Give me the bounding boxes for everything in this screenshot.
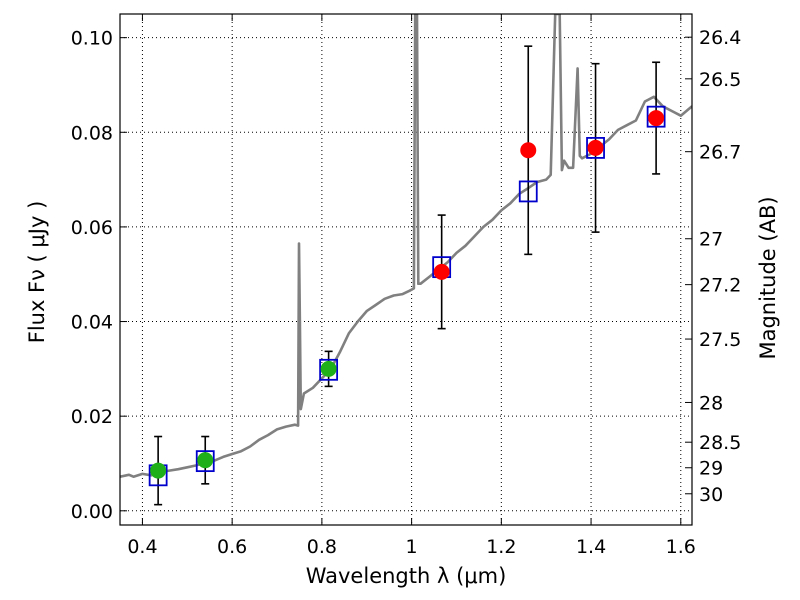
axis-ticks bbox=[120, 14, 692, 525]
y2-tick-label: 28 bbox=[699, 392, 723, 414]
model-point-square bbox=[646, 105, 666, 128]
x-tick-label: 0.6 bbox=[217, 536, 247, 558]
x-tick-label: 1 bbox=[406, 536, 418, 558]
observed-point-circle bbox=[520, 142, 537, 159]
y2-tick-label: 30 bbox=[699, 484, 723, 506]
model-spectrum-line bbox=[120, 14, 692, 479]
grid-lines bbox=[120, 14, 692, 525]
x-tick-label: 0.4 bbox=[127, 536, 157, 558]
y-tick-label: 0.04 bbox=[71, 312, 113, 334]
observed-point-circle bbox=[150, 462, 167, 479]
x-tick-label: 1.2 bbox=[486, 536, 516, 558]
y2-tick-label: 27.2 bbox=[699, 275, 741, 297]
plot-frame bbox=[119, 13, 693, 526]
observed-point-circle bbox=[433, 263, 450, 280]
model-point-square bbox=[586, 137, 605, 159]
x-axis-label: Wavelength λ (μm) bbox=[306, 564, 507, 588]
y-tick-label: 0.00 bbox=[71, 501, 113, 523]
y2-tick-label: 26.4 bbox=[699, 27, 741, 49]
model-point-square bbox=[195, 450, 215, 473]
tick-labels: 0.4 0.6 0.8 1 1.2 1.4 1.6 0.00 0.02 0.04 0.06 0.08 0… bbox=[71, 27, 742, 558]
model-point-square bbox=[518, 180, 538, 203]
observed-point-circle bbox=[648, 110, 665, 127]
y2-tick-label: 28.5 bbox=[699, 432, 741, 454]
data-markers bbox=[148, 105, 666, 487]
model-point-square bbox=[319, 358, 339, 381]
y2-tick-label: 26.5 bbox=[699, 69, 741, 91]
error-bars bbox=[154, 45, 661, 506]
y2-tick-label: 27 bbox=[699, 229, 723, 251]
y-tick-label: 0.02 bbox=[71, 406, 113, 428]
y-tick-label: 0.06 bbox=[71, 217, 113, 239]
x-tick-label: 1.4 bbox=[576, 536, 606, 558]
model-spectrum bbox=[120, 14, 692, 479]
y-axis-label: Flux Fν ( μJy ) bbox=[25, 201, 49, 344]
x-tick-label: 1.6 bbox=[666, 536, 696, 558]
observed-point-circle bbox=[587, 139, 604, 156]
y-tick-label: 0.10 bbox=[71, 28, 113, 50]
x-tick-label: 0.8 bbox=[307, 536, 337, 558]
y2-tick-label: 29 bbox=[699, 458, 723, 480]
observed-point-circle bbox=[320, 360, 337, 377]
y-tick-label: 0.08 bbox=[71, 122, 113, 144]
y2-axis-label: Magnitude (AB) bbox=[756, 196, 780, 359]
y2-tick-label: 27.5 bbox=[699, 329, 741, 351]
observed-point-circle bbox=[197, 452, 214, 469]
y2-tick-label: 26.7 bbox=[699, 142, 741, 164]
